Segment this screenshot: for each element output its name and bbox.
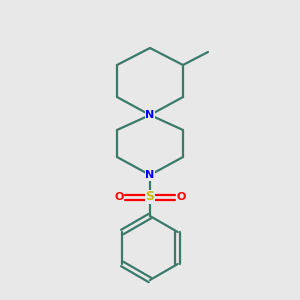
Text: N: N xyxy=(146,110,154,120)
Text: O: O xyxy=(114,192,124,202)
Text: S: S xyxy=(146,190,154,203)
Text: O: O xyxy=(176,192,186,202)
Text: N: N xyxy=(146,170,154,180)
